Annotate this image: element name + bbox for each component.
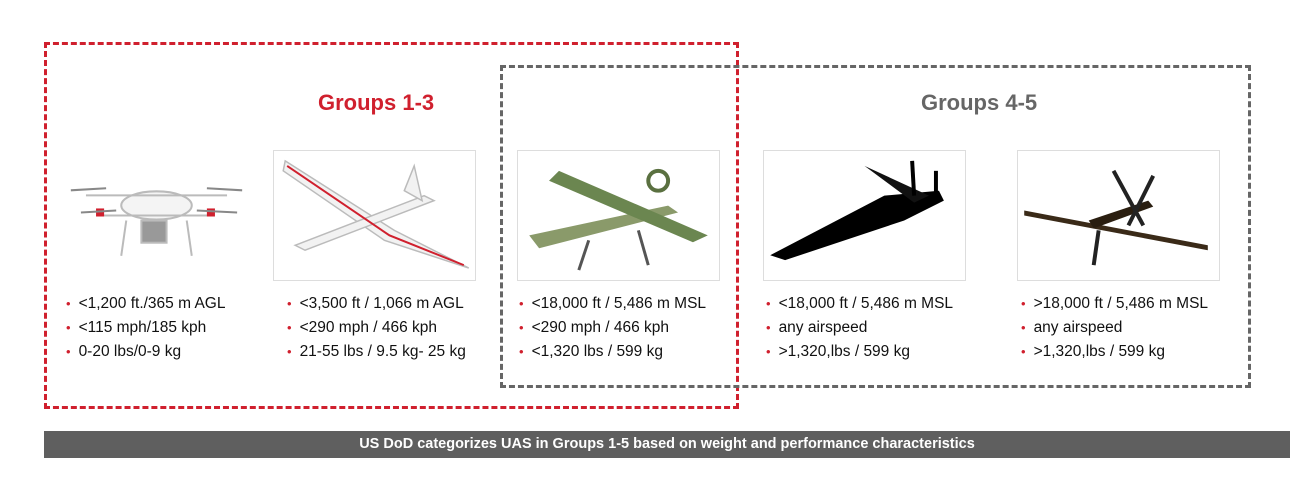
- speed-spec: <290 mph / 466 kph: [519, 319, 706, 343]
- black-uav-image: [763, 150, 966, 281]
- group-4-specs: <18,000 ft / 5,486 m MSLany airspeed>1,3…: [766, 295, 953, 367]
- altitude-spec: <1,200 ft./365 m AGL: [66, 295, 226, 319]
- speed-spec: any airspeed: [1021, 319, 1208, 343]
- group-2-specs: <3,500 ft / 1,066 m AGL<290 mph / 466 kp…: [287, 295, 466, 367]
- groups-1-3-boundary: [44, 42, 739, 409]
- group-5-specs: >18,000 ft / 5,486 m MSLany airspeed>1,3…: [1021, 295, 1208, 367]
- fixed-wing-uav-image: [273, 150, 476, 281]
- groups-4-5-boundary: [500, 65, 1251, 388]
- weight-spec: <1,320 lbs / 599 kg: [519, 343, 706, 367]
- quadcopter-drone-image: [55, 150, 258, 281]
- altitude-spec: >18,000 ft / 5,486 m MSL: [1021, 295, 1208, 319]
- altitude-spec: <3,500 ft / 1,066 m AGL: [287, 295, 466, 319]
- speed-spec: any airspeed: [766, 319, 953, 343]
- group-3-specs: <18,000 ft / 5,486 m MSL<290 mph / 466 k…: [519, 295, 706, 367]
- group-1-specs: <1,200 ft./365 m AGL<115 mph/185 kph0-20…: [66, 295, 226, 367]
- brown-uav-image: [1017, 150, 1220, 281]
- weight-spec: >1,320,lbs / 599 kg: [766, 343, 953, 367]
- altitude-spec: <18,000 ft / 5,486 m MSL: [519, 295, 706, 319]
- weight-spec: >1,320,lbs / 599 kg: [1021, 343, 1208, 367]
- groups-1-3-title: Groups 1-3: [318, 90, 435, 115]
- footer-caption: US DoD categorizes UAS in Groups 1-5 bas…: [44, 431, 1290, 458]
- altitude-spec: <18,000 ft / 5,486 m MSL: [766, 295, 953, 319]
- groups-4-5-title: Groups 4-5: [921, 90, 1038, 115]
- camouflage-uav-image: [517, 150, 720, 281]
- speed-spec: <290 mph / 466 kph: [287, 319, 466, 343]
- weight-spec: 21-55 lbs / 9.5 kg- 25 kg: [287, 343, 466, 367]
- weight-spec: 0-20 lbs/0-9 kg: [66, 343, 225, 367]
- speed-spec: <115 mph/185 kph: [66, 319, 225, 343]
